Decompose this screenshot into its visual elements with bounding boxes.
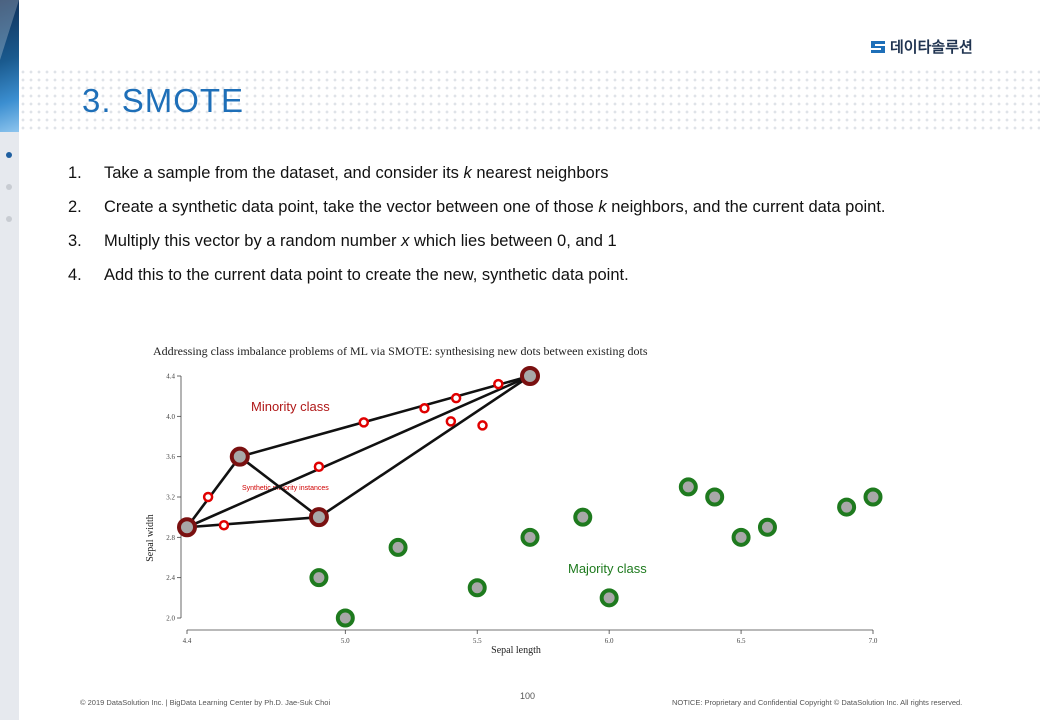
- synthetic-point: [445, 416, 457, 427]
- synthetic-point: [218, 519, 230, 531]
- step-number: 1.: [68, 164, 82, 182]
- synthetic-point: [358, 417, 370, 428]
- majority-point: [731, 527, 751, 547]
- minority-class-label: Minority class: [251, 399, 330, 414]
- synthetic-point: [493, 378, 504, 390]
- step-text: Create a synthetic data point, take the …: [104, 198, 886, 216]
- majority-point: [520, 527, 540, 547]
- nav-dot-1[interactable]: [6, 152, 12, 158]
- synthetic-point: [477, 420, 488, 431]
- majority-point: [335, 608, 355, 628]
- majority-point: [863, 487, 883, 507]
- majority-point: [573, 507, 593, 527]
- synthetic-point: [202, 491, 214, 503]
- neighbor-segment: [186, 515, 320, 529]
- x-axis-label: Sepal length: [491, 645, 541, 656]
- logo-mark-icon: [871, 40, 885, 53]
- y-tick-label: 3.2: [166, 494, 175, 502]
- majority-point: [309, 568, 329, 588]
- y-tick-label: 3.6: [166, 453, 175, 461]
- y-tick-label: 2.0: [166, 615, 175, 623]
- y-axis-label: Sepal width: [145, 514, 156, 562]
- majority-point: [837, 497, 857, 517]
- x-tick-label: 6.5: [737, 637, 746, 645]
- majority-point: [705, 487, 725, 507]
- x-tick-label: 5.0: [341, 637, 350, 645]
- smote-scatter-chart: Addressing class imbalance problems of M…: [145, 344, 883, 656]
- list-item: 1. Take a sample from the dataset, and c…: [68, 164, 886, 198]
- page-number: 100: [520, 691, 536, 701]
- x-tick-label: 5.5: [473, 637, 482, 645]
- majority-point: [757, 517, 777, 537]
- list-item: 2. Create a synthetic data point, take t…: [68, 198, 886, 232]
- synthetic-point: [419, 403, 430, 414]
- step-text: Multiply this vector by a random number …: [104, 232, 617, 250]
- majority-point: [599, 588, 619, 608]
- footer-notice: NOTICE: Proprietary and Confidential Cop…: [672, 698, 963, 707]
- step-number: 4.: [68, 266, 82, 284]
- majority-point: [467, 578, 487, 598]
- neighbor-segment: [185, 455, 241, 529]
- title-band: [19, 68, 1040, 132]
- step-number: 3.: [68, 232, 82, 250]
- left-sidebar: [0, 0, 19, 720]
- step-text: Add this to the current data point to cr…: [104, 266, 629, 284]
- page-title: 3. SMOTE: [82, 82, 245, 119]
- minority-point: [177, 517, 197, 538]
- sidebar-gradient: [0, 0, 19, 132]
- chart-title: Addressing class imbalance problems of M…: [153, 344, 648, 358]
- logo-text: 데이타솔루션: [890, 39, 973, 56]
- majority-point: [388, 537, 408, 557]
- majority-point: [678, 477, 698, 497]
- minority-point: [229, 446, 250, 467]
- company-logo: 데이타솔루션: [870, 36, 973, 57]
- list-item: 3. Multiply this vector by a random numb…: [68, 232, 886, 266]
- synthetic-point: [450, 392, 462, 404]
- x-tick-label: 4.4: [183, 637, 192, 645]
- majority-class-label: Majority class: [568, 561, 647, 576]
- y-tick-label: 2.8: [166, 534, 175, 542]
- list-item: 4. Add this to the current data point to…: [68, 266, 886, 300]
- step-text: Take a sample from the dataset, and cons…: [104, 164, 609, 182]
- minority-point: [520, 366, 540, 386]
- y-tick-label: 2.4: [166, 574, 175, 582]
- neighbor-segment: [186, 374, 531, 529]
- steps-list: 1. Take a sample from the dataset, and c…: [68, 164, 886, 300]
- synthetic-label: Synthetic minority instances: [242, 485, 329, 492]
- y-tick-label: 4.4: [166, 373, 175, 381]
- y-tick-label: 4.0: [166, 413, 175, 421]
- neighbor-segment: [239, 374, 531, 458]
- synthetic-point: [313, 461, 325, 472]
- x-tick-label: 6.0: [605, 637, 614, 645]
- step-number: 2.: [68, 198, 82, 216]
- neighbor-segment: [318, 374, 531, 519]
- nav-dot-2[interactable]: [6, 184, 12, 190]
- footer-copyright: © 2019 DataSolution Inc. | BigData Learn…: [80, 698, 331, 707]
- minority-point: [308, 507, 329, 528]
- x-tick-label: 7.0: [869, 637, 878, 645]
- nav-dot-3[interactable]: [6, 216, 12, 222]
